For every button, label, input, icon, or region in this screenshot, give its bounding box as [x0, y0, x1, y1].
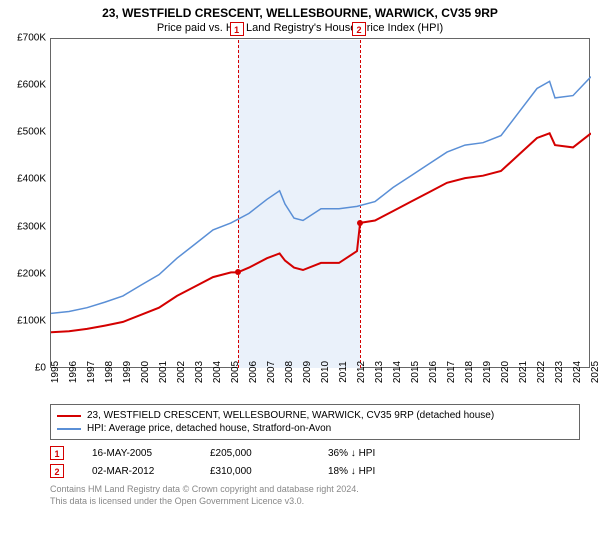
series-line: [51, 133, 591, 332]
sale-marker-2: 2: [352, 22, 366, 36]
legend-swatch-2: [57, 428, 81, 430]
plot-box: [50, 38, 590, 368]
sale-point-2: [357, 220, 363, 226]
y-tick-label: £400K: [0, 174, 46, 185]
x-tick-label: 1997: [86, 361, 97, 383]
x-tick-label: 2021: [518, 361, 529, 383]
x-tick-label: 2023: [554, 361, 565, 383]
sales-date-2: 02-MAR-2012: [92, 466, 182, 477]
chart-area: 1 2 £0£100K£200K£300K£400K£500K£600K£700…: [50, 38, 590, 398]
y-tick-label: £500K: [0, 127, 46, 138]
x-tick-label: 2014: [392, 361, 403, 383]
y-tick-label: £600K: [0, 80, 46, 91]
series-line: [51, 77, 591, 314]
x-tick-label: 2015: [410, 361, 421, 383]
x-tick-label: 2005: [230, 361, 241, 383]
x-tick-label: 2011: [338, 361, 349, 383]
legend-item-1: 23, WESTFIELD CRESCENT, WELLESBOURNE, WA…: [57, 409, 573, 422]
sales-row-2: 2 02-MAR-2012 £310,000 18% ↓ HPI: [50, 462, 580, 480]
x-tick-label: 2007: [266, 361, 277, 383]
legend: 23, WESTFIELD CRESCENT, WELLESBOURNE, WA…: [50, 404, 580, 440]
x-tick-label: 2002: [176, 361, 187, 383]
sales-row-1: 1 16-MAY-2005 £205,000 36% ↓ HPI: [50, 444, 580, 462]
x-tick-label: 1996: [68, 361, 79, 383]
x-tick-label: 2008: [284, 361, 295, 383]
x-tick-label: 1999: [122, 361, 133, 383]
y-tick-label: £700K: [0, 33, 46, 44]
x-tick-label: 2013: [374, 361, 385, 383]
x-tick-label: 2009: [302, 361, 313, 383]
x-tick-label: 2019: [482, 361, 493, 383]
x-tick-label: 2020: [500, 361, 511, 383]
legend-label-2: HPI: Average price, detached house, Stra…: [87, 423, 331, 434]
x-tick-label: 2022: [536, 361, 547, 383]
chart-subtitle: Price paid vs. HM Land Registry's House …: [0, 20, 600, 38]
sales-price-2: £310,000: [210, 466, 300, 477]
chart-title: 23, WESTFIELD CRESCENT, WELLESBOURNE, WA…: [0, 0, 600, 20]
footer: Contains HM Land Registry data © Crown c…: [50, 484, 580, 507]
sales-hpi-1: 36% ↓ HPI: [328, 448, 418, 459]
footer-line-1: Contains HM Land Registry data © Crown c…: [50, 484, 580, 496]
y-tick-label: £100K: [0, 315, 46, 326]
y-tick-label: £300K: [0, 221, 46, 232]
line-svg: [51, 39, 591, 369]
x-tick-label: 2024: [572, 361, 583, 383]
x-tick-label: 2016: [428, 361, 439, 383]
x-tick-label: 1998: [104, 361, 115, 383]
sales-price-1: £205,000: [210, 448, 300, 459]
x-tick-label: 2018: [464, 361, 475, 383]
legend-swatch-1: [57, 415, 81, 417]
footer-line-2: This data is licensed under the Open Gov…: [50, 496, 580, 508]
x-tick-label: 2012: [356, 361, 367, 383]
x-tick-label: 2004: [212, 361, 223, 383]
x-tick-label: 2000: [140, 361, 151, 383]
x-tick-label: 2001: [158, 361, 169, 383]
sale-point-1: [235, 269, 241, 275]
legend-label-1: 23, WESTFIELD CRESCENT, WELLESBOURNE, WA…: [87, 410, 494, 421]
x-tick-label: 2003: [194, 361, 205, 383]
x-tick-label: 2025: [590, 361, 600, 383]
sales-date-1: 16-MAY-2005: [92, 448, 182, 459]
sale-marker-1: 1: [230, 22, 244, 36]
x-tick-label: 2006: [248, 361, 259, 383]
x-tick-label: 2017: [446, 361, 457, 383]
x-tick-label: 2010: [320, 361, 331, 383]
y-tick-label: £200K: [0, 268, 46, 279]
sales-hpi-2: 18% ↓ HPI: [328, 466, 418, 477]
sales-marker-1: 1: [50, 446, 64, 460]
legend-item-2: HPI: Average price, detached house, Stra…: [57, 422, 573, 435]
sales-table: 1 16-MAY-2005 £205,000 36% ↓ HPI 2 02-MA…: [50, 444, 580, 480]
y-tick-label: £0: [0, 363, 46, 374]
sales-marker-2: 2: [50, 464, 64, 478]
x-tick-label: 1995: [50, 361, 61, 383]
